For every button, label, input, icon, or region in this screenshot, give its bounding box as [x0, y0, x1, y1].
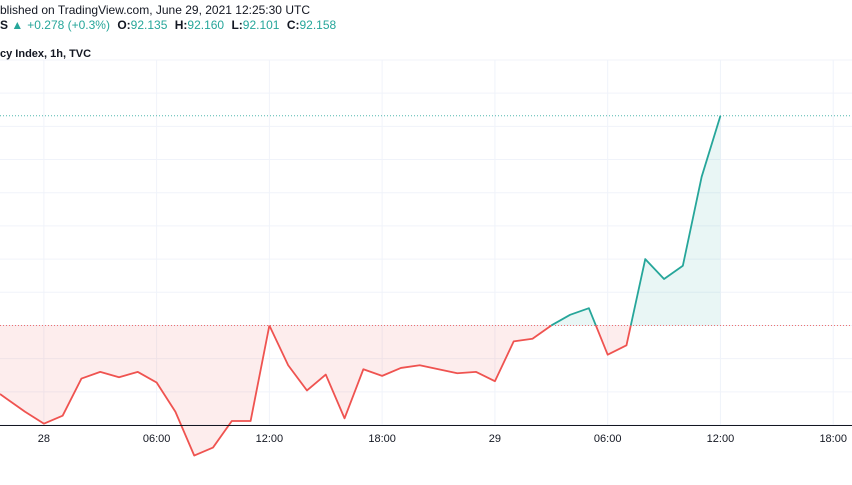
open-value: 92.135	[130, 18, 168, 32]
low-label: L:	[231, 18, 243, 32]
low-value: 92.101	[242, 18, 280, 32]
x-tick-label: 06:00	[594, 433, 622, 445]
x-tick-label: 29	[489, 433, 501, 445]
x-tick-label: 06:00	[143, 433, 171, 445]
close-label: C:	[286, 18, 300, 32]
high-label: H:	[174, 18, 188, 32]
price-line-down	[595, 325, 632, 356]
x-tick-label: 18:00	[819, 433, 847, 445]
area-below-baseline	[269, 325, 552, 419]
change-up-icon: ▲	[11, 18, 24, 32]
reference-lines	[0, 115, 852, 326]
chart-areas	[0, 115, 721, 456]
price-line-down	[0, 325, 271, 457]
x-tick-label: 28	[38, 433, 50, 445]
change-value: +0.278 (+0.3%)	[27, 18, 110, 32]
price-line-up	[629, 115, 722, 326]
chart-header: blished on TradingView.com, June 29, 202…	[0, 0, 852, 60]
x-tick-label: 12:00	[256, 433, 284, 445]
chart-title: cy Index, 1h, TVC	[0, 48, 92, 60]
symbol-fragment: S	[0, 18, 9, 32]
area-below-baseline	[0, 325, 270, 456]
open-label: O:	[117, 18, 131, 32]
area-above-baseline	[551, 308, 596, 326]
time-axis: 28 06:00 12:00 18:00 29 06:00 12:00 18:00	[0, 425, 852, 445]
x-tick-label: 12:00	[707, 433, 735, 445]
price-lines	[0, 115, 722, 457]
price-line-down	[268, 324, 552, 420]
price-line-up	[550, 307, 597, 327]
ohlc-line: S ▲ +0.278 (+0.3%) O:92.135 H:92.160 L:92…	[0, 18, 340, 32]
close-value: 92.158	[299, 18, 337, 32]
published-text: blished on TradingView.com, June 29, 202…	[0, 3, 310, 17]
x-tick-label: 18:00	[368, 433, 396, 445]
high-value: 92.160	[187, 18, 225, 32]
area-above-baseline	[630, 115, 721, 326]
